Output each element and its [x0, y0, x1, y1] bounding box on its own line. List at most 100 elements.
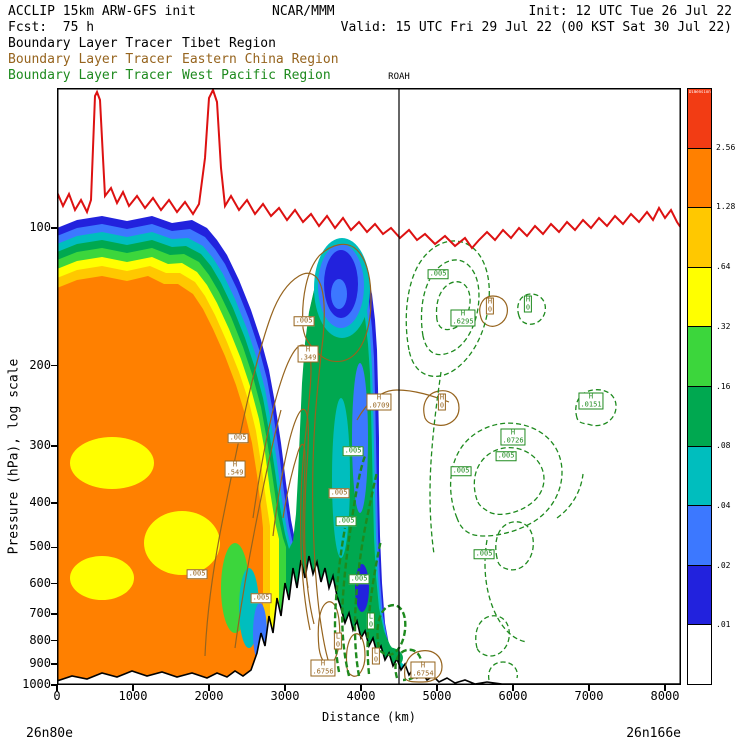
x-axis-tick-mark — [284, 685, 286, 691]
legend-region-label: Tibet Region — [182, 36, 276, 51]
x-axis-tick-label: 8000 — [650, 689, 680, 703]
contour-label-line: .005 — [475, 549, 493, 558]
legend-item-west-pacific: Boundary Layer Tracer West Pacific Regio… — [8, 68, 331, 83]
section-end-coordinate: 26n166e — [626, 726, 681, 740]
contour-label-line: .005 — [337, 516, 355, 525]
colorbar-level-label: 1.28 — [716, 202, 736, 212]
colorbar-segment — [688, 148, 711, 209]
colorbar-level-label: .04 — [716, 500, 731, 510]
contour-extremum-label: H .549 — [224, 460, 246, 478]
plume-minimum-inner-detail — [331, 279, 347, 309]
contour-label-line: .005 — [229, 433, 247, 442]
colorbar-level-label: .64 — [716, 262, 731, 272]
legend-tracer-label: Boundary Layer Tracer — [8, 36, 173, 51]
contour-extremum-label: .005 — [495, 451, 517, 461]
y-axis-tick-mark — [51, 445, 57, 447]
x-axis-tick-label: 4000 — [346, 689, 376, 703]
contour-label-line: 0 — [373, 655, 379, 663]
section-start-coordinate: 26n80e — [26, 726, 73, 740]
colorbar-units-label: Dimensionless — [689, 90, 711, 94]
colorbar-segment — [688, 327, 711, 387]
contour-extremum-label: H .0151 — [578, 392, 604, 410]
wp-contour-thick — [376, 603, 407, 657]
contour-label-line: H — [305, 345, 311, 354]
legend-region-label: West Pacific Region — [182, 68, 331, 83]
x-axis-tick-label: 3000 — [270, 689, 300, 703]
x-axis-tick-mark — [208, 685, 210, 691]
x-axis-tick-mark — [56, 685, 58, 691]
wp-contour — [517, 293, 547, 325]
contour-label-line: .0151 — [580, 400, 602, 408]
contour-label-line: H — [420, 661, 426, 670]
x-axis-tick-mark — [588, 685, 590, 691]
contour-label-line: 0 — [487, 305, 493, 313]
contour-extremum-label: .005 — [473, 549, 495, 559]
x-axis-tick-label: 2000 — [194, 689, 224, 703]
ec-contour — [252, 344, 312, 631]
x-axis-tick-mark — [512, 685, 514, 691]
wp-contour — [473, 447, 545, 515]
colorbar-segment — [688, 267, 711, 328]
wp-contour — [475, 615, 510, 657]
contour-extremum-label: .005 — [186, 569, 208, 579]
colorbar-segment — [688, 208, 711, 268]
contour-label-line: .005 — [188, 569, 206, 578]
y-axis-tick-label: 900 — [29, 656, 51, 671]
wp-contour — [429, 371, 442, 555]
contour-extremum-label: .005 — [335, 516, 357, 526]
colorbar-segment — [688, 565, 711, 626]
colorbar-segment — [688, 625, 711, 684]
y-axis-tick-mark — [51, 227, 57, 229]
contour-label-line: 0 — [525, 303, 531, 311]
wp-contour-thick — [333, 527, 347, 673]
colorbar-segment — [688, 506, 711, 566]
forecast-hour: Fcst: 75 h — [8, 20, 95, 35]
contour-label-line: .005 — [452, 466, 470, 475]
x-axis-tick-label: 1000 — [118, 689, 148, 703]
contour-label-line: L — [335, 632, 341, 641]
x-axis-tick-label: 6000 — [498, 689, 528, 703]
wp-contour — [556, 473, 584, 519]
y-axis-tick-mark — [51, 364, 57, 367]
y-axis-tick-label: 300 — [29, 438, 51, 453]
y-axis-tick-label: 500 — [29, 539, 51, 554]
contour-extremum-label: .005 — [293, 316, 315, 326]
x-axis-tick-label: 5000 — [422, 689, 452, 703]
ec-contour — [272, 408, 315, 625]
contour-label-line: H — [487, 297, 493, 306]
contour-label-line: L — [373, 647, 379, 656]
wp-contour — [435, 281, 471, 331]
contour-extremum-label: H .6756 — [310, 659, 336, 677]
y-axis-tick-mark — [51, 502, 57, 504]
contour-label-line: .6754 — [412, 669, 434, 677]
contour-extremum-label: .005 — [328, 488, 350, 498]
contour-label-line: H — [525, 295, 531, 304]
contour-label-line: .6756 — [312, 667, 334, 675]
colorbar-segment — [688, 446, 711, 507]
contour-extremum-label: .005 — [427, 269, 449, 279]
contour-label-line: H — [510, 428, 516, 437]
colorbar-level-label: 2.56 — [716, 142, 736, 152]
ec-contour — [479, 295, 508, 327]
wp-contour — [484, 539, 528, 643]
wp-contour — [449, 422, 563, 537]
y-axis-tick-mark — [51, 582, 57, 585]
contour-extremum-label: H .6295 — [450, 309, 476, 327]
contour-label-line: .6295 — [452, 317, 474, 325]
contour-label-line: 0 — [335, 640, 341, 648]
contour-label-line: .349 — [299, 353, 317, 361]
y-axis-tick-mark — [51, 684, 57, 686]
wp-contour — [487, 661, 519, 681]
contour-label-line: .0709 — [368, 401, 390, 409]
x-axis-tick-mark — [436, 685, 438, 691]
y-axis-tick-mark — [51, 613, 57, 615]
contour-extremum-label: H .0726 — [500, 428, 526, 446]
contour-label-line: .005 — [330, 488, 348, 497]
colorbar-segment — [688, 89, 711, 149]
wp-contour — [420, 259, 480, 356]
x-axis-tick-mark — [132, 685, 134, 691]
